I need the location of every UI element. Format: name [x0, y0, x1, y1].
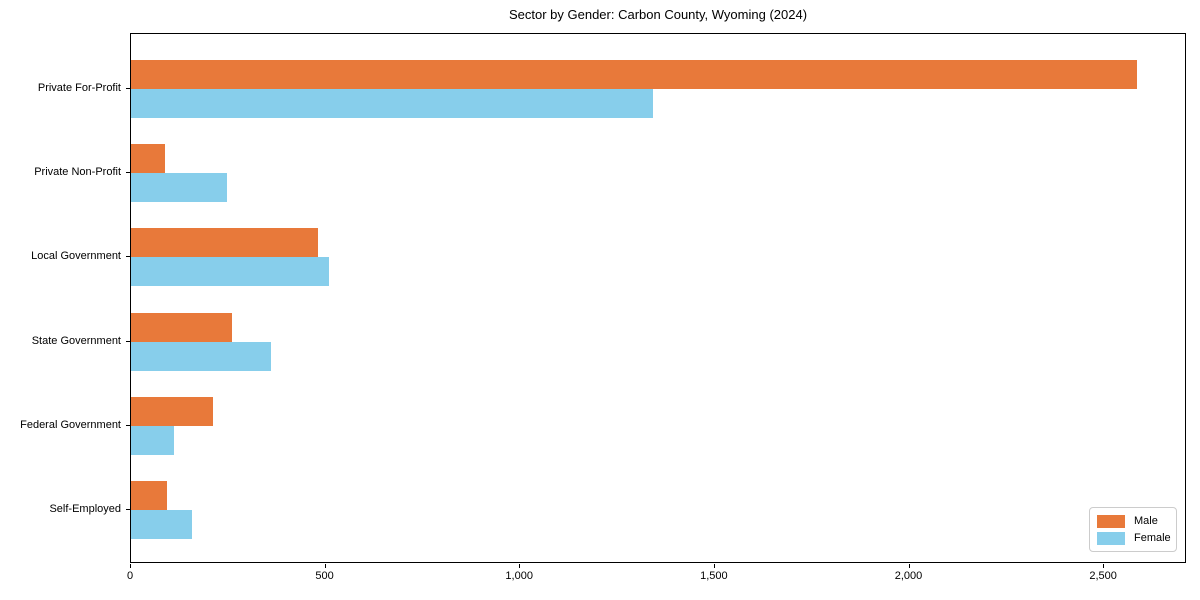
chart-title: Sector by Gender: Carbon County, Wyoming… — [508, 7, 808, 22]
xtick-mark — [519, 564, 521, 568]
bar-male-2 — [131, 228, 319, 258]
legend-row-female: Female — [1097, 531, 1171, 545]
bar-female-0 — [131, 89, 653, 118]
plot-area: Male Female — [130, 33, 1186, 563]
bar-female-4 — [131, 425, 175, 455]
bar-female-2 — [131, 257, 330, 287]
male-swatch-icon — [1097, 514, 1125, 528]
xtick-mark — [1103, 564, 1105, 568]
bar-male-4 — [131, 396, 214, 426]
bar-male-0 — [131, 60, 1137, 89]
ytick-mark — [126, 424, 130, 426]
bar-male-1 — [131, 144, 165, 174]
xtick-mark — [713, 564, 715, 568]
bar-female-1 — [131, 173, 228, 203]
ytick-mark — [126, 340, 130, 342]
ytick-mark — [126, 509, 130, 510]
legend-label-female: Female — [1134, 532, 1171, 544]
xtick-label: 1,500 — [700, 570, 728, 582]
xtick-mark — [130, 564, 131, 568]
legend-label-male: Male — [1134, 515, 1158, 527]
bar-male-3 — [131, 312, 233, 342]
ytick-mark — [126, 172, 130, 174]
ytick-mark — [126, 256, 130, 258]
legend-row-male: Male — [1097, 514, 1168, 528]
ytick-label: Self-Employed — [49, 503, 121, 515]
female-swatch-icon — [1097, 531, 1125, 545]
bar-male-5 — [131, 481, 168, 510]
xtick-label: 1,000 — [505, 570, 533, 582]
xtick-label: 2,000 — [894, 570, 923, 582]
ytick-label: State Government — [31, 334, 121, 347]
legend: Male Female — [1089, 507, 1177, 552]
ytick-label: Federal Government — [20, 418, 121, 431]
ytick-label: Private For-Profit — [37, 82, 121, 94]
bar-female-5 — [131, 510, 193, 539]
xtick-mark — [324, 564, 326, 568]
xtick-label: 2,500 — [1089, 570, 1117, 582]
y-axis: Private For-Profit Private Non-Profit Loca… — [0, 0, 130, 600]
ytick-label: Private Non-Profit — [34, 166, 121, 179]
bar-female-3 — [131, 341, 272, 371]
xtick-mark — [908, 564, 910, 568]
ytick-label: Local Government — [31, 250, 121, 263]
xtick-label: 500 — [315, 570, 334, 582]
xtick-label: 0 — [126, 570, 134, 582]
ytick-mark — [126, 88, 130, 89]
